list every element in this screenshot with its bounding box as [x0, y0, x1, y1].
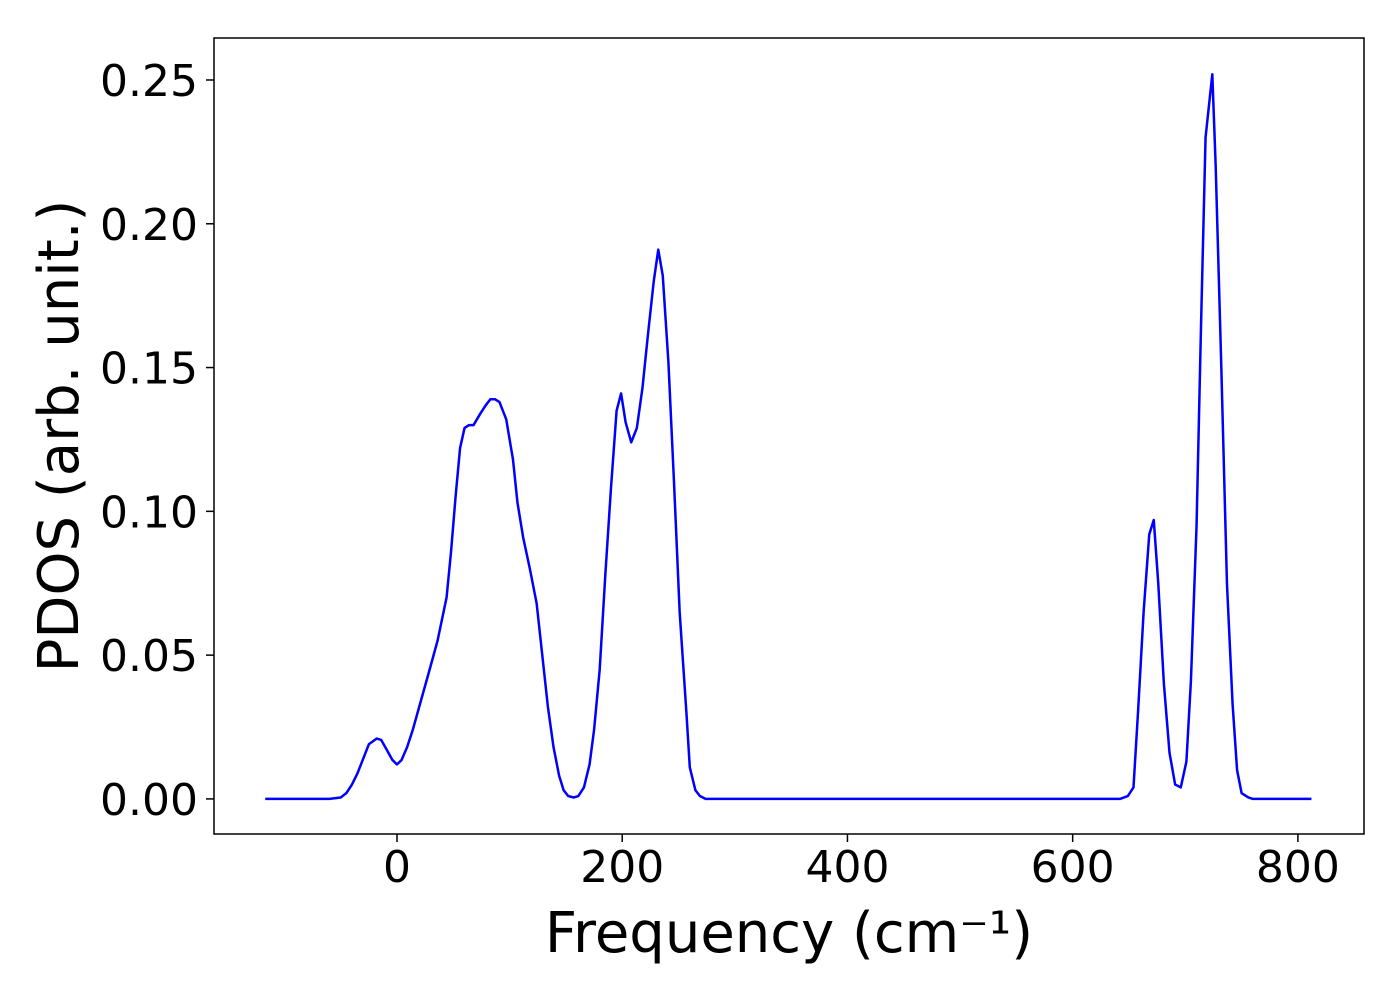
line-series — [265, 72, 1312, 801]
x-tick-label: 0 — [383, 842, 411, 893]
y-tick-label: 0.05 — [100, 631, 198, 682]
x-axis-label: Frequency (cm⁻¹) — [545, 901, 1033, 966]
x-tick-label: 800 — [1256, 842, 1340, 893]
x-tick-label: 600 — [1031, 842, 1115, 893]
y-tick-label: 0.00 — [100, 775, 198, 826]
y-axis-label: PDOS (arb. unit.) — [27, 200, 92, 673]
y-tick-label: 0.10 — [100, 487, 198, 538]
x-tick-label: 200 — [580, 842, 664, 893]
x-tick-label: 400 — [805, 842, 889, 893]
y-tick-label: 0.25 — [100, 56, 198, 107]
y-tick-label: 0.20 — [100, 200, 198, 251]
y-tick-label: 0.15 — [100, 344, 198, 395]
plot-frame — [213, 37, 1365, 835]
